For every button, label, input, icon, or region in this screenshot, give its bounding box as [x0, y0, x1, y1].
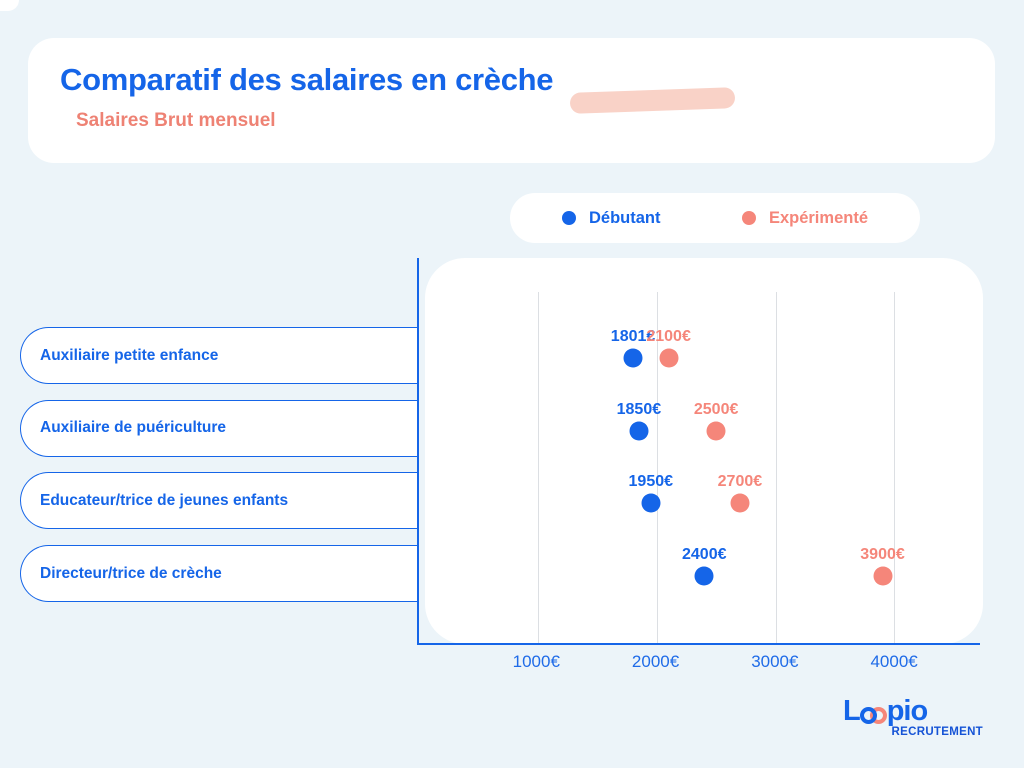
legend-item-debutant: Débutant	[562, 209, 661, 228]
plot-area: 1801€ 1850€ 1950€ 2400€ 2100€ 2500€ 2700€ 3900€	[417, 258, 980, 645]
data-point	[730, 493, 750, 513]
category-label: Educateur/trice de jeunes enfants	[40, 491, 289, 509]
category-pill: Educateur/trice de jeunes enfants	[20, 472, 418, 530]
category-pill: Directeur/trice de crèche	[20, 545, 418, 603]
data-point	[694, 566, 714, 586]
data-point	[873, 566, 893, 586]
category-pill: Auxiliaire petite enfance	[20, 327, 418, 384]
data-point-label: 1801€	[610, 328, 656, 345]
data-point-label: 2100€	[646, 328, 691, 345]
page-subtitle: Salaires Brut mensuel	[76, 110, 276, 131]
gridline-2000	[656, 292, 658, 643]
top-left-corner-accent	[0, 0, 19, 11]
title-highlight-swoosh	[569, 87, 736, 114]
x-axis-labels: 1000€ 2000€ 3000€ 4000€	[417, 652, 980, 676]
legend: Débutant Expérimenté	[510, 193, 920, 243]
x-tick-label-4000: 4000€	[870, 652, 918, 671]
legend-dot-icon	[741, 211, 756, 225]
gridline-4000	[894, 292, 896, 643]
logo-letter-l: L	[843, 695, 861, 727]
data-point	[629, 421, 649, 441]
category-label: Auxiliaire de puériculture	[40, 419, 227, 437]
category-label: Directeur/trice de crèche	[40, 564, 222, 582]
data-point-label: 1950€	[628, 473, 674, 491]
data-point-label: 2400€	[682, 546, 727, 564]
data-point-label: 2500€	[693, 400, 739, 418]
gridline-1000	[537, 292, 539, 643]
gridline-3000	[775, 292, 777, 643]
data-point	[659, 348, 679, 368]
legend-label: Expérimenté	[768, 208, 868, 227]
category-label: Auxiliaire petite enfance	[40, 346, 219, 364]
data-point-label: 1850€	[616, 400, 662, 418]
data-point-label: 3900€	[860, 546, 905, 564]
loopio-logo: L pio RECRUTEMENT	[843, 695, 983, 739]
legend-dot-icon	[562, 211, 576, 225]
legend-label: Débutant	[589, 208, 661, 227]
x-tick-label-1000: 1000€	[512, 652, 560, 671]
logo-ring-blue-icon	[859, 707, 877, 724]
logo-subtext: RECRUTEMENT	[891, 726, 983, 738]
data-point	[623, 348, 643, 368]
legend-item-experimente: Expérimenté	[741, 208, 868, 228]
x-tick-label-3000: 3000€	[751, 652, 799, 671]
category-pill: Auxiliaire de puériculture	[20, 399, 418, 457]
data-point	[706, 421, 726, 441]
x-tick-label-2000: 2000€	[631, 652, 680, 671]
logo-wordmark: L pio	[843, 695, 983, 727]
logo-letters-pio: pio	[886, 695, 928, 727]
data-point	[641, 493, 661, 513]
data-point-label: 2700€	[717, 473, 763, 491]
header-card: Comparatif des salaires en crèche Salair…	[28, 38, 995, 163]
page-title: Comparatif des salaires en crèche	[60, 62, 554, 97]
